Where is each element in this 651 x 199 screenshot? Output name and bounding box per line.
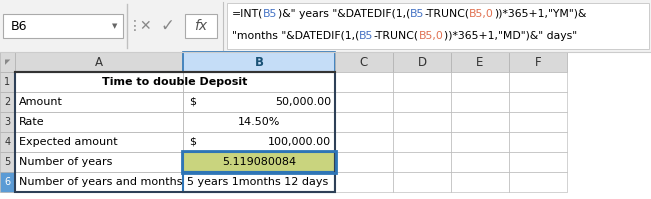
Text: 50,000.00: 50,000.00 (275, 97, 331, 107)
Text: Rate: Rate (19, 117, 45, 127)
Bar (509, 92, 567, 112)
Text: -TRUNC(: -TRUNC( (424, 9, 469, 19)
Bar (393, 132, 451, 152)
Bar (15, 172, 183, 192)
Bar (509, 72, 567, 92)
Text: C: C (360, 56, 368, 68)
Bar (183, 152, 335, 172)
Text: 5 years 1months 12 days: 5 years 1months 12 days (187, 177, 328, 187)
Text: $: $ (189, 97, 196, 107)
Bar (451, 72, 509, 92)
Text: Time to double Deposit: Time to double Deposit (102, 77, 247, 87)
Bar (335, 132, 393, 152)
Bar (335, 72, 393, 92)
Text: 2: 2 (5, 97, 10, 107)
Text: 14.50%: 14.50% (238, 117, 280, 127)
Bar (15, 72, 183, 92)
Text: 1: 1 (5, 77, 10, 87)
Bar (0, 112, 15, 132)
Text: 6: 6 (5, 177, 10, 187)
Text: 4: 4 (5, 137, 10, 147)
Text: ))*365+1,"YM")&: ))*365+1,"YM")& (494, 9, 587, 19)
Text: fx: fx (195, 19, 208, 33)
Bar (183, 132, 335, 152)
Text: ✕: ✕ (139, 19, 151, 33)
Bar (509, 152, 567, 172)
Bar (451, 152, 509, 172)
Bar (451, 92, 509, 112)
Bar (335, 172, 393, 192)
Text: F: F (534, 56, 542, 68)
Bar (0, 172, 15, 192)
Bar (393, 172, 451, 192)
Bar (509, 172, 567, 192)
Bar (0, 72, 15, 92)
Bar (0, 0, 651, 52)
Bar (183, 112, 335, 132)
Bar (15, 72, 335, 192)
Text: 100,000.00: 100,000.00 (268, 137, 331, 147)
Bar (335, 92, 393, 112)
Text: ⋮: ⋮ (128, 19, 142, 33)
Bar (393, 72, 451, 92)
Bar (451, 172, 509, 192)
Text: Number of years: Number of years (19, 157, 113, 167)
Bar (0, 132, 15, 152)
Bar (0, 152, 15, 172)
Text: ▼: ▼ (113, 23, 118, 29)
Text: B: B (255, 56, 264, 68)
Text: ✓: ✓ (160, 17, 174, 35)
Text: -TRUNC(: -TRUNC( (374, 31, 419, 41)
Bar (335, 52, 393, 72)
Text: B5: B5 (410, 9, 424, 19)
Bar (393, 152, 451, 172)
Bar (393, 92, 451, 112)
Text: "months "&DATEDIF(1,(: "months "&DATEDIF(1,( (232, 31, 359, 41)
Bar (3, 14, 123, 38)
Bar (15, 112, 183, 132)
Text: D: D (417, 56, 426, 68)
Text: B5,0: B5,0 (469, 9, 494, 19)
Bar (451, 52, 509, 72)
Text: B5: B5 (263, 9, 277, 19)
Bar (183, 172, 335, 192)
Text: Expected amount: Expected amount (19, 137, 118, 147)
Text: 3: 3 (5, 117, 10, 127)
Text: =INT(: =INT( (232, 9, 263, 19)
Bar (509, 52, 567, 72)
Bar (335, 112, 393, 132)
Bar (0, 92, 15, 112)
Text: E: E (477, 56, 484, 68)
Bar (15, 132, 183, 152)
Text: )&" years "&DATEDIF(1,(: )&" years "&DATEDIF(1,( (277, 9, 410, 19)
Bar (451, 132, 509, 152)
Bar (15, 92, 183, 112)
Bar (185, 14, 217, 38)
Bar (509, 112, 567, 132)
Text: $: $ (189, 137, 196, 147)
Bar (182, 151, 336, 173)
Bar (0, 52, 15, 72)
Bar (393, 112, 451, 132)
Text: ◤: ◤ (5, 59, 10, 65)
Bar (183, 72, 335, 92)
Bar (393, 52, 451, 72)
Bar (15, 152, 183, 172)
Bar (451, 112, 509, 132)
Text: Number of years and months: Number of years and months (19, 177, 182, 187)
Text: ))*365+1,"MD")&" days": ))*365+1,"MD")&" days" (443, 31, 577, 41)
Bar (15, 52, 183, 72)
Bar (509, 132, 567, 152)
Text: B5: B5 (359, 31, 374, 41)
Text: 5: 5 (5, 157, 10, 167)
Bar (183, 92, 335, 112)
Bar (335, 152, 393, 172)
Text: A: A (95, 56, 103, 68)
Text: Amount: Amount (19, 97, 63, 107)
Bar (227, 3, 649, 49)
Bar (183, 52, 335, 72)
Text: 5.119080084: 5.119080084 (222, 157, 296, 167)
Text: B6: B6 (11, 20, 27, 32)
Text: B5,0: B5,0 (419, 31, 443, 41)
